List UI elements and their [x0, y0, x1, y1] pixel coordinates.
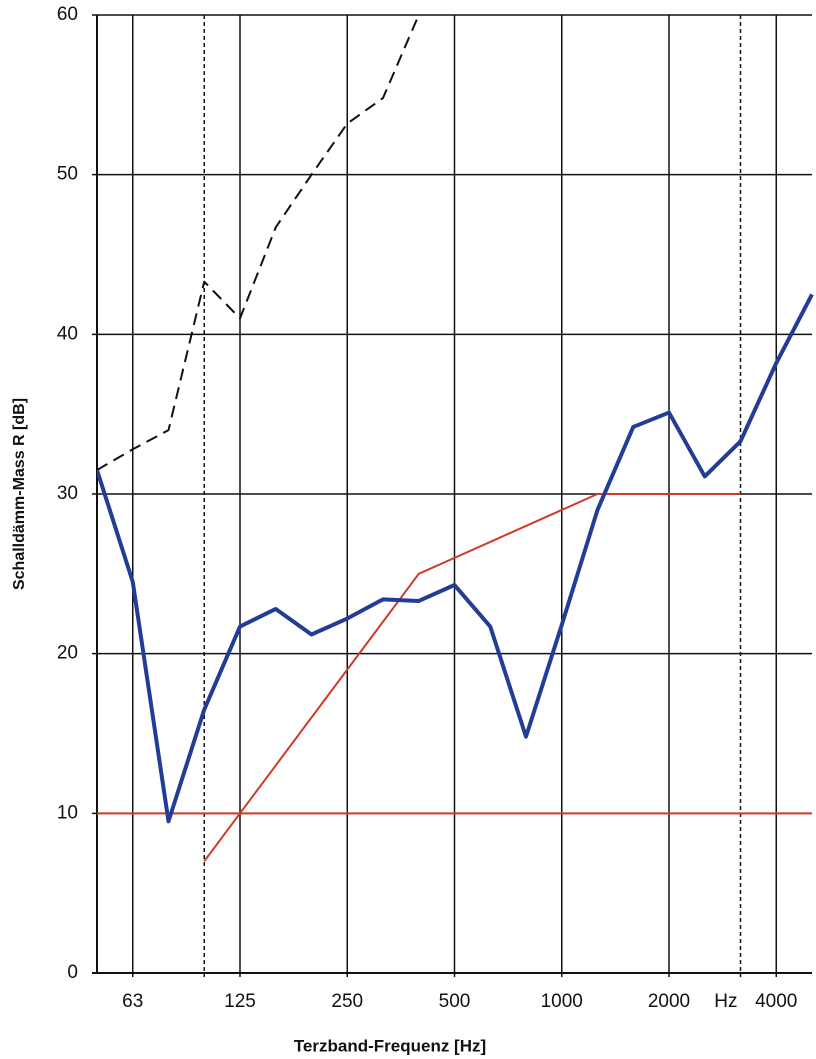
y-tick-label: 10 — [57, 802, 78, 823]
y-axis-label: Schalldämm-Mass R [dB] — [11, 398, 28, 590]
y-tick-label: 0 — [67, 962, 78, 983]
x-tick-label: 250 — [331, 991, 363, 1012]
y-tick-label: 40 — [57, 323, 78, 344]
y-tick-label: 60 — [57, 4, 78, 25]
x-tick-label: 1000 — [541, 991, 583, 1012]
series-line — [97, 14, 420, 471]
x-axis-label: Terzband-Frequenz [Hz] — [294, 1036, 486, 1055]
x-unit-label: Hz — [714, 991, 737, 1012]
y-tick-label: 30 — [57, 483, 78, 504]
x-tick-label: 2000 — [648, 991, 690, 1012]
x-tick-label: 4000 — [755, 991, 797, 1012]
series-line — [203, 493, 741, 862]
x-tick-label: 63 — [122, 991, 143, 1012]
series-line — [97, 293, 814, 824]
x-tick-label: 500 — [439, 991, 471, 1012]
y-tick-label: 20 — [57, 643, 78, 664]
y-tick-label: 50 — [57, 164, 78, 185]
x-tick-label: 125 — [224, 991, 256, 1012]
